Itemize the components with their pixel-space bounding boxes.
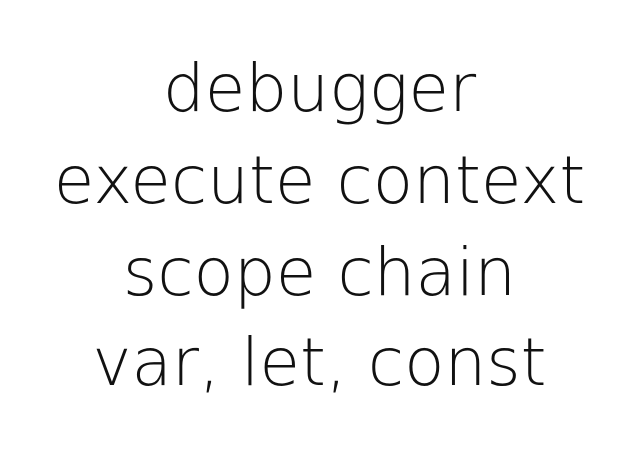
line-var-let-const: var, let, const bbox=[92, 324, 547, 401]
line-debugger: debugger bbox=[162, 50, 477, 127]
line-execute-context: execute context bbox=[53, 142, 586, 219]
line-scope-chain: scope chain bbox=[122, 234, 517, 311]
